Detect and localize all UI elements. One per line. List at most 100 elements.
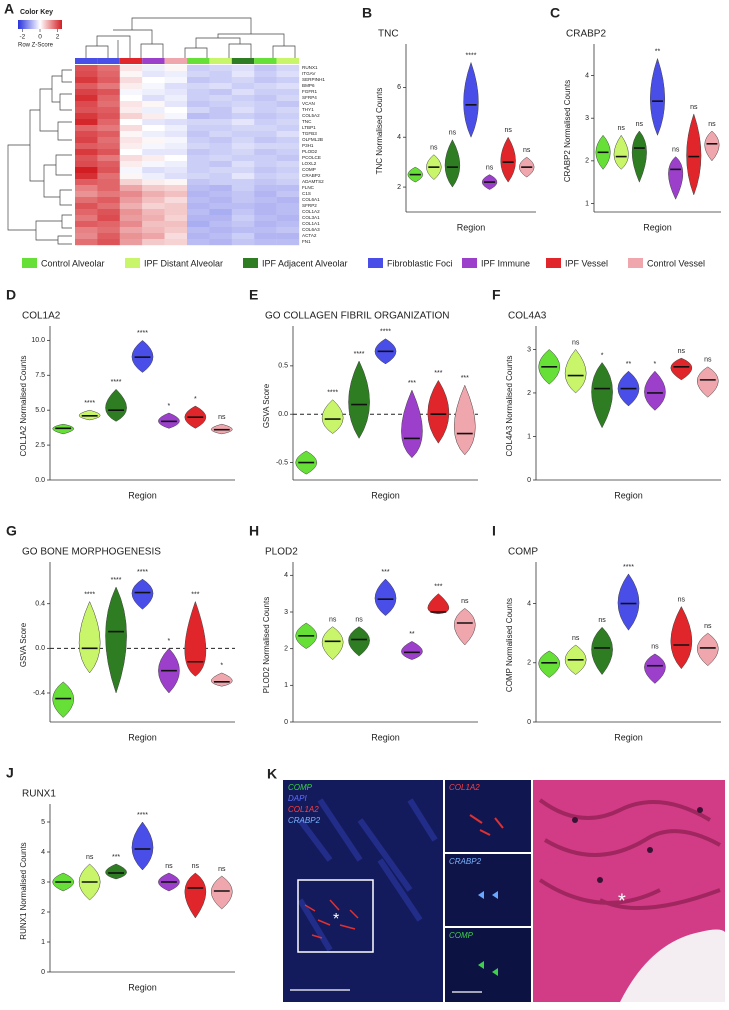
row-label: RUNX1: [302, 65, 318, 70]
heatmap-cell: [119, 203, 143, 210]
heatmap-cell: [97, 95, 120, 102]
row-label: COL1A2: [302, 209, 320, 214]
column-dendrogram: [85, 17, 296, 58]
column-annotation: [164, 58, 187, 64]
heatmap-cell: [231, 173, 255, 180]
heatmap-cell: [209, 131, 232, 138]
row-label: FGFR1: [302, 89, 318, 94]
y-axis-label: TNC Normalised Counts: [375, 88, 384, 175]
heatmap-cell: [231, 185, 255, 192]
heatmap-cell: [231, 149, 255, 156]
heatmap-cell: [142, 131, 165, 138]
heatmap-cell: [254, 149, 277, 156]
y-axis-label: COMP Normalised Counts: [505, 598, 514, 692]
heatmap-cell: [164, 95, 188, 102]
heatmap-cell: [254, 179, 277, 186]
row-label: CRABP2: [302, 173, 321, 178]
heatmap-cell: [75, 71, 98, 78]
heatmap-cell: [276, 179, 300, 186]
significance-label: ns: [678, 596, 686, 603]
y-tick-label: 0.0: [35, 645, 45, 652]
heatmap-cell: [187, 167, 210, 174]
panel-letter: J: [6, 765, 14, 781]
heatmap-cell: [254, 191, 277, 198]
nucleus: [597, 877, 603, 883]
panel-letter: F: [492, 287, 501, 303]
heatmap-cell: [187, 95, 210, 102]
heatmap-cell: [119, 125, 143, 132]
significance-label: *: [168, 638, 171, 645]
heatmap-cell: [209, 143, 232, 150]
heatmap-cell: [231, 89, 255, 96]
x-axis-label: Region: [128, 490, 157, 500]
heatmap-cell: [209, 239, 232, 246]
heatmap-cell: [97, 89, 120, 96]
heatmap-cell: [254, 137, 277, 144]
heatmap-cell: [75, 233, 98, 240]
x-axis-label: Region: [128, 732, 157, 742]
violin: [427, 379, 450, 444]
nucleus: [572, 817, 578, 823]
heatmap-cell: [254, 131, 277, 138]
row-label: SFRP4: [302, 95, 317, 100]
significance-label: ns: [572, 339, 580, 346]
heatmap-cell: [276, 77, 300, 84]
heatmap-cell: [75, 107, 98, 114]
significance-label: ns: [572, 635, 580, 642]
heatmap-cell: [119, 113, 143, 120]
y-tick-label: 0.5: [278, 363, 288, 370]
nucleus: [697, 807, 703, 813]
he-texture: [538, 798, 721, 910]
heatmap-cell: [209, 215, 232, 222]
heatmap-cell: [254, 113, 277, 120]
significance-label: ns: [86, 854, 94, 861]
heatmap-cell: [231, 179, 255, 186]
violin: [444, 139, 461, 188]
heatmap-cell: [231, 167, 255, 174]
heatmap-cell: [209, 209, 232, 216]
significance-label: ns: [651, 644, 659, 651]
heatmap-cell: [276, 125, 300, 132]
y-tick-label: 0.0: [278, 411, 288, 418]
heatmap-cell: [231, 221, 255, 228]
heatmap-cell: [142, 239, 165, 246]
heatmap-cell: [119, 185, 143, 192]
significance-label: ns: [165, 863, 173, 870]
significance-label: **: [655, 48, 661, 55]
nucleus: [647, 847, 653, 853]
heatmap-cell: [97, 113, 120, 120]
color-key-bar: [18, 20, 62, 29]
heatmap-cell: [119, 161, 143, 168]
row-label: COL3A1: [302, 215, 320, 220]
heatmap-cell: [164, 161, 188, 168]
heatmap-cell: [119, 65, 143, 72]
violin: [401, 641, 423, 660]
heatmap-cell: [75, 221, 98, 228]
heatmap-cell: [97, 221, 120, 228]
heatmap-cell: [231, 131, 255, 138]
heatmap-cell: [75, 155, 98, 162]
heatmap-cell: [119, 131, 143, 138]
significance-label: ****: [84, 591, 95, 598]
heatmap-cell: [209, 65, 232, 72]
chart-title: RUNX1: [22, 789, 56, 800]
row-label: BMP6: [302, 83, 315, 88]
y-tick-label: 4: [585, 72, 589, 79]
y-tick-label: 1: [585, 200, 589, 207]
column-annotation: [209, 58, 232, 64]
heatmap-cell: [254, 125, 277, 132]
heatmap-cell: [75, 227, 98, 234]
heatmap-cell: [231, 95, 255, 102]
violin: [670, 605, 693, 670]
heatmap-cell: [209, 113, 232, 120]
heatmap-cell: [97, 179, 120, 186]
heatmap-cell: [119, 209, 143, 216]
heatmap-cell: [97, 203, 120, 210]
heatmap-cell: [209, 191, 232, 198]
heatmap-cell: [164, 239, 188, 246]
significance-label: ***: [434, 370, 442, 377]
heatmap-cell: [119, 179, 143, 186]
panel-letter: B: [362, 5, 372, 21]
heatmap-cell: [142, 197, 165, 204]
heatmap-cell: [142, 89, 165, 96]
